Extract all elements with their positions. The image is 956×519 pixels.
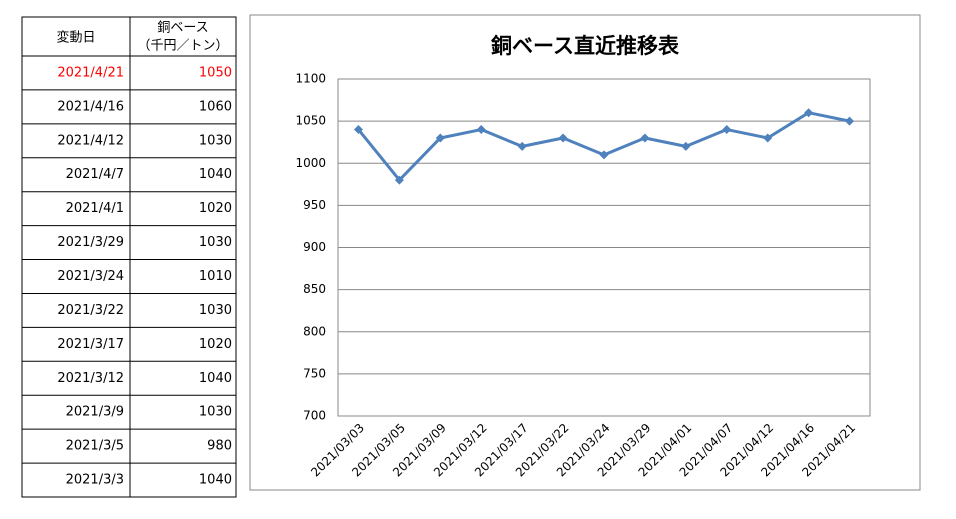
y-tick-label: 850 bbox=[303, 282, 326, 296]
table-date: 2021/3/29 bbox=[57, 235, 124, 250]
y-tick-label: 950 bbox=[303, 198, 326, 212]
data-point bbox=[476, 125, 486, 135]
table-price: 1040 bbox=[199, 167, 232, 182]
data-point bbox=[435, 133, 445, 143]
table-price: 1030 bbox=[199, 303, 232, 318]
data-point bbox=[517, 141, 527, 151]
table-price: 1020 bbox=[199, 201, 232, 216]
table-price: 1030 bbox=[199, 235, 232, 250]
table-price: 1040 bbox=[199, 473, 232, 488]
table-date: 2021/3/5 bbox=[66, 439, 124, 454]
y-tick-label: 700 bbox=[303, 409, 326, 423]
table-date: 2021/3/3 bbox=[66, 473, 124, 488]
table-date: 2021/3/9 bbox=[66, 405, 124, 420]
header-date: 変動日 bbox=[56, 30, 95, 46]
table-date: 2021/4/1 bbox=[66, 201, 124, 216]
table-price: 1020 bbox=[199, 337, 232, 352]
data-point bbox=[681, 141, 691, 151]
data-point bbox=[394, 175, 404, 185]
data-point bbox=[640, 133, 650, 143]
data-point bbox=[722, 125, 732, 135]
table-price: 1040 bbox=[199, 371, 232, 386]
header-price-unit: （千円／トン） bbox=[137, 39, 228, 54]
y-tick-label: 1050 bbox=[295, 114, 326, 128]
table-price: 1030 bbox=[199, 405, 232, 420]
table-date: 2021/4/21 bbox=[57, 65, 124, 80]
y-tick-label: 750 bbox=[303, 366, 326, 380]
y-tick-label: 1000 bbox=[295, 156, 326, 170]
data-point bbox=[353, 125, 363, 135]
table-frame bbox=[21, 16, 237, 498]
data-point bbox=[845, 116, 855, 126]
plot-frame bbox=[337, 78, 871, 417]
table-date: 2021/4/16 bbox=[57, 99, 124, 114]
table-price: 1060 bbox=[199, 99, 232, 114]
header-price: 銅ベース bbox=[157, 21, 208, 36]
table-date: 2021/3/22 bbox=[57, 303, 124, 318]
table-date: 2021/3/17 bbox=[57, 337, 124, 352]
table-date: 2021/3/24 bbox=[57, 269, 124, 284]
table-date: 2021/4/12 bbox=[57, 133, 124, 148]
table-date: 2021/3/12 bbox=[57, 371, 124, 386]
table-price: 1010 bbox=[199, 269, 232, 284]
data-point bbox=[599, 150, 609, 160]
chart-frame bbox=[249, 14, 921, 491]
data-point bbox=[763, 133, 773, 143]
table-price: 980 bbox=[207, 439, 232, 454]
data-point bbox=[804, 108, 814, 118]
y-tick-label: 900 bbox=[303, 240, 326, 254]
table-price: 1050 bbox=[199, 65, 232, 80]
y-tick-label: 800 bbox=[303, 324, 326, 338]
table-date: 2021/4/7 bbox=[66, 167, 124, 182]
chart-title: 銅ベース直近推移表 bbox=[491, 34, 680, 58]
data-point bbox=[558, 133, 568, 143]
y-tick-label: 1100 bbox=[295, 72, 326, 86]
table-price: 1030 bbox=[199, 133, 232, 148]
